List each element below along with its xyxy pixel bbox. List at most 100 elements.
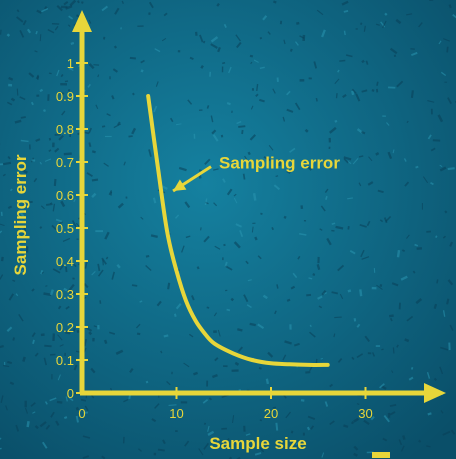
- texture-speck: [14, 119, 22, 124]
- texture-speck: [115, 349, 124, 355]
- texture-speck: [103, 339, 108, 344]
- texture-speck: [389, 317, 393, 322]
- texture-speck: [440, 346, 449, 351]
- texture-speck: [364, 335, 370, 343]
- texture-speck: [415, 298, 423, 305]
- texture-speck: [379, 284, 383, 287]
- texture-speck: [203, 442, 209, 450]
- texture-speck: [371, 286, 377, 290]
- texture-speck: [430, 182, 434, 186]
- texture-speck: [30, 101, 34, 106]
- texture-speck: [180, 401, 188, 404]
- texture-speck: [145, 254, 150, 258]
- texture-speck: [103, 162, 109, 167]
- texture-speck: [349, 250, 356, 255]
- texture-speck: [22, 169, 28, 174]
- texture-speck: [334, 316, 342, 319]
- texture-speck: [275, 422, 279, 431]
- texture-speck: [447, 167, 455, 171]
- texture-speck: [259, 36, 263, 40]
- texture-speck: [347, 197, 353, 200]
- texture-speck: [204, 158, 211, 166]
- texture-speck: [45, 424, 51, 430]
- texture-speck: [430, 147, 436, 152]
- texture-speck: [97, 324, 100, 330]
- texture-speck: [72, 277, 75, 280]
- texture-speck: [367, 352, 372, 355]
- texture-speck: [359, 223, 367, 228]
- texture-speck: [95, 104, 99, 110]
- texture-speck: [109, 76, 111, 80]
- texture-speck: [268, 145, 274, 151]
- texture-speck: [111, 95, 115, 100]
- texture-speck: [247, 151, 251, 156]
- texture-speck: [101, 125, 106, 128]
- texture-speck: [447, 279, 454, 286]
- texture-speck: [120, 27, 122, 30]
- texture-speck: [55, 420, 60, 426]
- texture-speck: [154, 48, 161, 53]
- texture-speck: [43, 109, 47, 113]
- texture-speck: [26, 28, 32, 34]
- texture-speck: [57, 305, 62, 310]
- x-tick-label: 30: [358, 406, 372, 421]
- texture-speck: [361, 130, 366, 135]
- texture-speck: [335, 93, 338, 99]
- texture-speck: [114, 7, 120, 15]
- texture-speck: [56, 5, 63, 12]
- texture-speck: [444, 81, 448, 83]
- texture-speck: [286, 108, 294, 113]
- texture-speck: [262, 294, 268, 300]
- texture-speck: [64, 331, 71, 335]
- texture-speck: [278, 158, 282, 167]
- texture-speck: [276, 77, 279, 82]
- texture-speck: [117, 121, 121, 126]
- texture-speck: [234, 361, 240, 366]
- texture-speck: [56, 69, 60, 77]
- texture-speck: [7, 360, 13, 365]
- texture-speck: [24, 407, 28, 414]
- texture-speck: [257, 323, 265, 330]
- texture-speck: [250, 61, 253, 65]
- texture-speck: [60, 200, 66, 208]
- texture-speck: [296, 21, 300, 25]
- texture-speck: [148, 149, 152, 157]
- texture-speck: [450, 429, 456, 435]
- texture-speck: [49, 397, 57, 402]
- texture-speck: [203, 422, 207, 425]
- y-axis-arrowhead: [72, 10, 92, 32]
- texture-speck: [355, 93, 361, 102]
- y-tick-label: 0.4: [56, 254, 74, 269]
- texture-speck: [236, 41, 242, 49]
- texture-speck: [170, 117, 174, 123]
- texture-speck: [334, 78, 340, 84]
- texture-speck: [436, 279, 439, 284]
- texture-speck: [316, 9, 324, 16]
- texture-speck: [230, 297, 235, 302]
- texture-speck: [223, 365, 228, 368]
- texture-speck: [68, 283, 75, 292]
- texture-speck: [382, 20, 387, 29]
- texture-speck: [68, 196, 73, 200]
- texture-speck: [43, 357, 48, 366]
- texture-speck: [328, 137, 331, 143]
- texture-speck: [294, 41, 299, 46]
- texture-speck: [290, 430, 294, 434]
- texture-speck: [31, 288, 35, 292]
- texture-speck: [398, 439, 403, 446]
- texture-speck: [48, 72, 52, 75]
- texture-speck: [16, 9, 20, 13]
- texture-speck: [97, 269, 104, 277]
- texture-speck: [289, 147, 296, 153]
- texture-speck: [437, 114, 444, 123]
- texture-speck: [50, 411, 55, 418]
- texture-speck: [65, 305, 70, 310]
- texture-speck: [250, 105, 254, 110]
- texture-speck: [31, 159, 36, 162]
- texture-speck: [9, 188, 13, 192]
- texture-speck: [347, 161, 352, 165]
- texture-speck: [16, 16, 24, 23]
- texture-speck: [282, 116, 286, 122]
- y-tick-label: 1: [67, 56, 74, 71]
- axes: [72, 10, 446, 403]
